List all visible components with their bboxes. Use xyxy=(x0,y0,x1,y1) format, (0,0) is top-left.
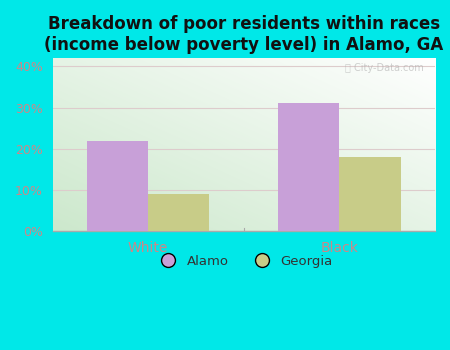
Bar xyxy=(278,104,339,231)
Title: Breakdown of poor residents within races
(income below poverty level) in Alamo, : Breakdown of poor residents within races… xyxy=(44,15,443,54)
Bar xyxy=(148,194,209,231)
Legend: Alamo, Georgia: Alamo, Georgia xyxy=(150,250,338,273)
Bar xyxy=(87,140,148,231)
Text: Ⓠ City-Data.com: Ⓠ City-Data.com xyxy=(345,63,423,73)
Bar xyxy=(339,157,400,231)
